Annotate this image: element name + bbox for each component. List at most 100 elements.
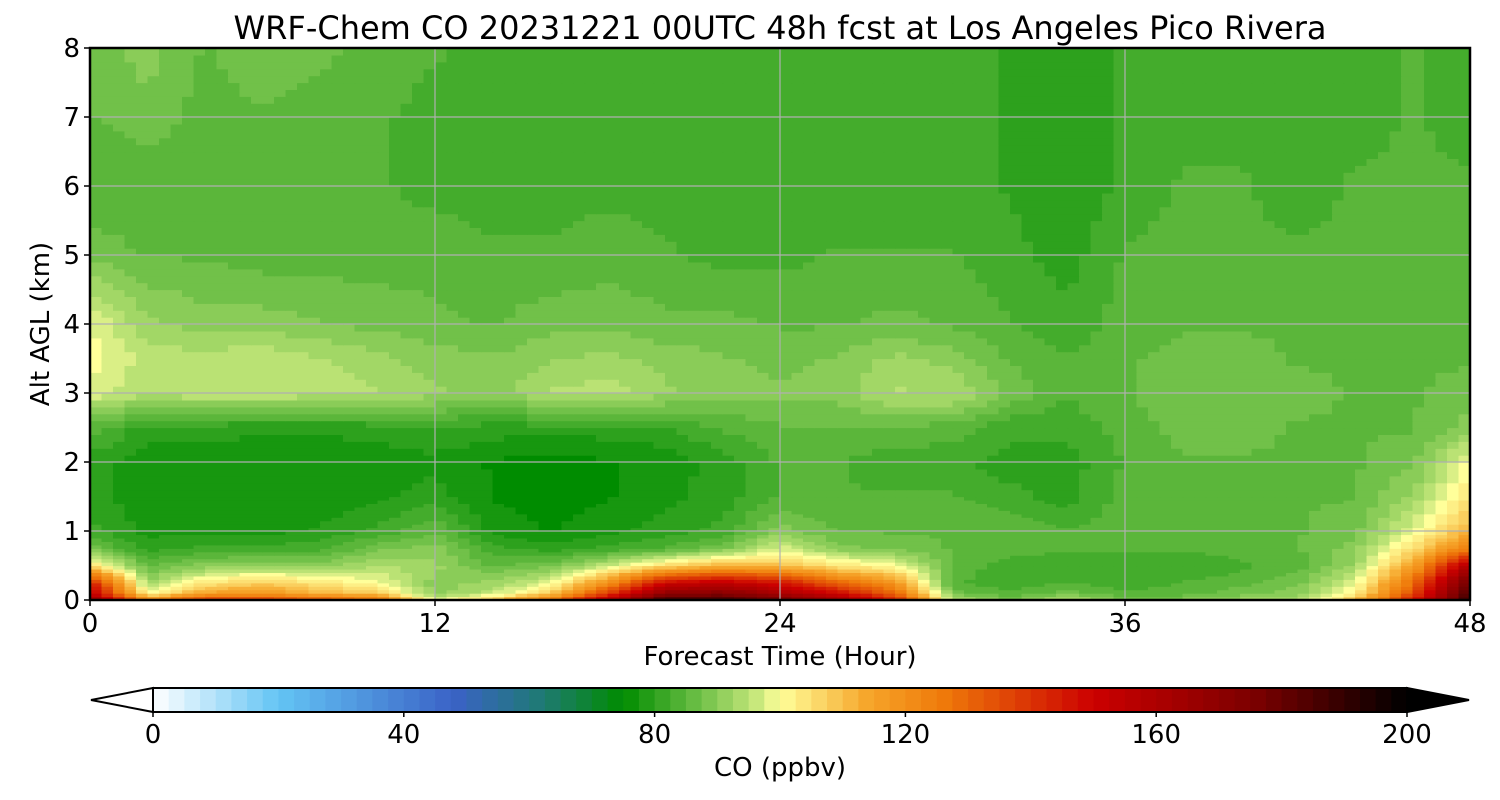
- contour-cell: [1159, 568, 1172, 573]
- contour-cell: [872, 544, 885, 549]
- contour-cell: [1458, 582, 1471, 587]
- contour-cell: [952, 503, 965, 508]
- contour-cell: [320, 434, 333, 442]
- contour-cell: [1297, 582, 1310, 587]
- contour-cell: [538, 499, 551, 504]
- contour-cell: [274, 468, 287, 477]
- contour-cell: [791, 568, 804, 573]
- contour-cell: [1194, 517, 1207, 522]
- contour-cell: [1021, 527, 1034, 532]
- contour-cell: [711, 524, 724, 529]
- contour-cell: [975, 586, 988, 591]
- contour-cell: [837, 593, 850, 598]
- contour-cell: [596, 475, 609, 484]
- contour-cell: [1010, 527, 1023, 532]
- contour-cell: [895, 517, 908, 522]
- contour-cell: [113, 544, 126, 549]
- contour-cell: [1113, 420, 1126, 429]
- contour-cell: [389, 520, 402, 525]
- contour-cell: [124, 562, 137, 567]
- contour-cell: [423, 462, 436, 470]
- contour-cell: [320, 562, 333, 567]
- contour-cell: [1297, 489, 1310, 498]
- contour-cell: [251, 562, 264, 567]
- contour-cell: [101, 513, 114, 518]
- contour-cell: [665, 503, 678, 508]
- contour-cell: [481, 455, 494, 463]
- contour-cell: [860, 541, 873, 546]
- contour-cell: [1412, 541, 1425, 546]
- contour-cell: [446, 427, 459, 435]
- contour-cell: [366, 434, 379, 442]
- contour-cell: [1355, 503, 1368, 508]
- contour-cell: [1458, 548, 1471, 553]
- contour-cell: [1424, 562, 1437, 567]
- contour-cell: [1217, 462, 1230, 470]
- contour-cell: [1297, 558, 1310, 563]
- contour-cell: [492, 551, 505, 556]
- contour-cell: [1240, 565, 1253, 570]
- contour-cell: [1263, 510, 1276, 515]
- contour-cell: [193, 427, 206, 435]
- contour-cell: [446, 455, 459, 463]
- contour-cell: [1194, 510, 1207, 515]
- contour-cell: [803, 589, 816, 594]
- contour-cell: [1458, 510, 1471, 515]
- contour-cell: [619, 455, 632, 463]
- contour-cell: [883, 572, 896, 577]
- contour-cell: [320, 427, 333, 435]
- contour-cell: [527, 558, 540, 563]
- contour-cell: [665, 496, 678, 501]
- contour-cell: [113, 506, 126, 511]
- contour-cell: [469, 482, 482, 491]
- contour-cell: [642, 551, 655, 556]
- contour-cell: [883, 520, 896, 525]
- contour-cell: [101, 520, 114, 525]
- contour-cell: [492, 434, 505, 442]
- contour-cell: [285, 572, 298, 577]
- contour-cell: [331, 593, 344, 598]
- contour-cell: [849, 510, 862, 515]
- contour-cell: [1458, 579, 1471, 584]
- contour-cell: [481, 420, 494, 429]
- contour-cell: [1194, 596, 1207, 601]
- contour-cell: [1286, 572, 1299, 577]
- contour-cell: [515, 524, 528, 529]
- contour-cell: [481, 517, 494, 522]
- contour-cell: [228, 517, 241, 522]
- contour-cell: [251, 534, 264, 539]
- contour-cell: [987, 527, 1000, 532]
- contour-cell: [653, 544, 666, 549]
- contour-cell: [1263, 575, 1276, 580]
- contour-cell: [481, 468, 494, 477]
- contour-cell: [228, 575, 241, 580]
- contour-cell: [1194, 448, 1207, 456]
- contour-cell: [826, 534, 839, 539]
- contour-cell: [1240, 448, 1253, 456]
- contour-cell: [964, 441, 977, 449]
- contour-cell: [1021, 455, 1034, 463]
- contour-cell: [757, 468, 770, 477]
- contour-cell: [1458, 537, 1471, 542]
- contour-cell: [124, 503, 137, 508]
- contour-cell: [1389, 548, 1402, 553]
- contour-cell: [1447, 541, 1460, 546]
- contour-cell: [504, 541, 517, 546]
- contour-cell: [1263, 420, 1276, 429]
- contour-cell: [504, 534, 517, 539]
- contour-cell: [1136, 548, 1149, 553]
- contour-cell: [745, 499, 758, 504]
- contour-cell: [446, 441, 459, 449]
- contour-cell: [1194, 548, 1207, 553]
- contour-cell: [492, 575, 505, 580]
- contour-cell: [1171, 568, 1184, 573]
- contour-cell: [619, 537, 632, 542]
- contour-cell: [987, 524, 1000, 529]
- contour-cell: [504, 593, 517, 598]
- contour-cell: [1458, 534, 1471, 539]
- contour-cell: [389, 503, 402, 508]
- contour-cell: [538, 506, 551, 511]
- contour-cell: [1182, 506, 1195, 511]
- contour-cell: [297, 427, 310, 435]
- contour-cell: [136, 448, 149, 456]
